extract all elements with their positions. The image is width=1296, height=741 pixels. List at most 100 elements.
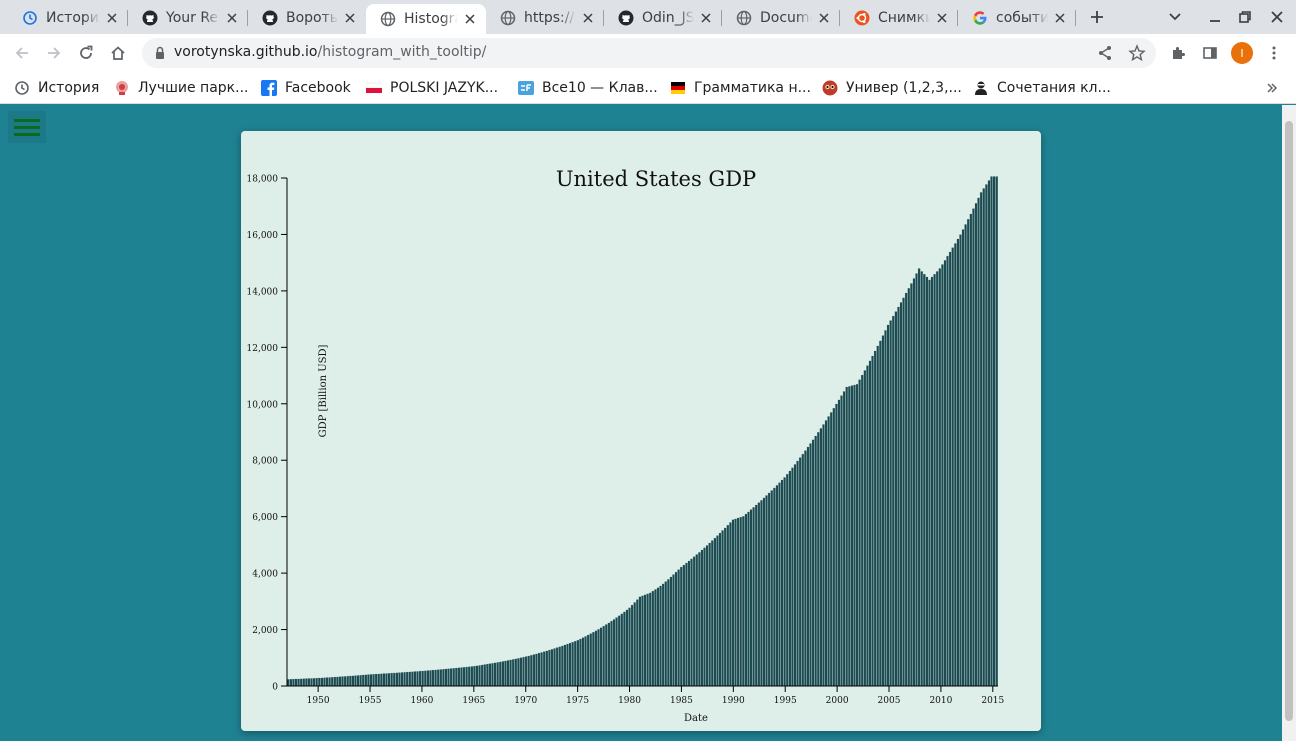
gdp-bar[interactable]: [516, 657, 520, 687]
gdp-bar[interactable]: [935, 270, 939, 687]
gdp-bar[interactable]: [772, 487, 776, 687]
gdp-bar[interactable]: [816, 431, 820, 687]
gdp-bar[interactable]: [493, 662, 497, 687]
gdp-bar[interactable]: [302, 678, 306, 687]
gdp-bar[interactable]: [310, 677, 314, 687]
gdp-bar[interactable]: [659, 585, 663, 687]
gdp-bar[interactable]: [669, 576, 673, 687]
page-scrollbar[interactable]: [1282, 105, 1296, 741]
gdp-bar[interactable]: [343, 675, 347, 687]
gdp-bar[interactable]: [827, 416, 831, 687]
gdp-bar[interactable]: [718, 532, 722, 687]
gdp-bar[interactable]: [465, 666, 469, 687]
gdp-bar[interactable]: [524, 656, 528, 687]
gdp-bar[interactable]: [684, 562, 688, 687]
gdp-bar[interactable]: [824, 420, 828, 687]
gdp-bar[interactable]: [341, 676, 345, 687]
gdp-bar[interactable]: [881, 335, 885, 687]
gdp-bar[interactable]: [315, 677, 319, 687]
close-icon[interactable]: [698, 10, 714, 26]
gdp-bar[interactable]: [462, 666, 466, 687]
gdp-bar[interactable]: [840, 395, 844, 687]
gdp-bar[interactable]: [519, 657, 523, 687]
gdp-bar[interactable]: [850, 385, 854, 687]
gdp-bar[interactable]: [359, 674, 363, 687]
gdp-bar[interactable]: [992, 176, 996, 687]
side-panel-button[interactable]: [1196, 39, 1224, 67]
gdp-bar[interactable]: [323, 677, 326, 687]
gdp-bar[interactable]: [408, 671, 412, 687]
gdp-bar[interactable]: [788, 470, 792, 687]
gdp-bar[interactable]: [483, 664, 487, 687]
gdp-bar[interactable]: [672, 574, 675, 687]
gdp-bar[interactable]: [560, 645, 564, 687]
gdp-bar[interactable]: [641, 595, 644, 687]
gdp-bar[interactable]: [348, 675, 352, 687]
close-icon[interactable]: [580, 10, 596, 26]
gdp-bar[interactable]: [716, 535, 719, 687]
gdp-bar[interactable]: [917, 268, 921, 687]
gdp-bar[interactable]: [361, 674, 365, 687]
gdp-bar[interactable]: [633, 602, 637, 687]
gdp-bar[interactable]: [801, 453, 805, 687]
gdp-bar[interactable]: [620, 613, 624, 687]
gdp-bar[interactable]: [607, 622, 611, 687]
gdp-bar[interactable]: [426, 670, 430, 687]
gdp-bar[interactable]: [770, 490, 774, 687]
gdp-bar[interactable]: [775, 484, 779, 687]
gdp-bar[interactable]: [692, 556, 696, 687]
gdp-bar[interactable]: [413, 671, 417, 687]
gdp-bar[interactable]: [576, 639, 580, 687]
gdp-bar[interactable]: [734, 518, 738, 687]
gdp-bar[interactable]: [974, 202, 978, 687]
gdp-bar[interactable]: [915, 273, 919, 687]
gdp-bar[interactable]: [511, 658, 515, 687]
gdp-bar[interactable]: [842, 390, 846, 687]
gdp-bar[interactable]: [912, 278, 916, 687]
gdp-bar[interactable]: [638, 596, 642, 687]
gdp-bar[interactable]: [651, 590, 655, 687]
gdp-bar[interactable]: [853, 384, 856, 687]
gdp-bar[interactable]: [984, 184, 988, 687]
gdp-bar[interactable]: [798, 457, 802, 687]
bookmark-vse10[interactable]: Все10 — Клав...: [518, 77, 658, 99]
gdp-bar[interactable]: [586, 634, 590, 687]
gdp-bar[interactable]: [661, 583, 665, 687]
gdp-bar[interactable]: [366, 674, 370, 687]
gdp-bar[interactable]: [597, 628, 601, 687]
gdp-bar[interactable]: [648, 592, 652, 687]
gdp-bar[interactable]: [444, 668, 448, 687]
url-text[interactable]: vorotynska.github.io/histogram_with_tool…: [174, 44, 486, 60]
gdp-bar[interactable]: [488, 663, 492, 687]
gdp-bar[interactable]: [762, 497, 766, 687]
gdp-bar[interactable]: [584, 635, 588, 687]
gdp-bar[interactable]: [501, 660, 505, 687]
gdp-bar[interactable]: [793, 464, 797, 687]
gdp-bar[interactable]: [304, 678, 308, 687]
gdp-bar[interactable]: [736, 517, 740, 687]
gdp-bar[interactable]: [837, 399, 841, 687]
gdp-bar[interactable]: [956, 238, 960, 687]
gdp-bar[interactable]: [630, 604, 634, 687]
gdp-bar[interactable]: [333, 676, 337, 687]
gdp-bar[interactable]: [429, 669, 432, 687]
new-tab-button[interactable]: [1084, 4, 1110, 30]
tab-your-repositories[interactable]: Your Repositories: [128, 4, 248, 32]
gdp-bar[interactable]: [832, 407, 836, 687]
gdp-bar[interactable]: [757, 502, 761, 687]
gdp-bar[interactable]: [845, 386, 849, 687]
gdp-bar[interactable]: [943, 259, 947, 687]
gdp-bar[interactable]: [354, 675, 357, 687]
gdp-bar[interactable]: [979, 191, 983, 687]
close-icon[interactable]: [462, 11, 478, 27]
home-button[interactable]: [104, 39, 132, 67]
gdp-bar[interactable]: [785, 473, 789, 687]
gdp-bar[interactable]: [886, 324, 890, 687]
gdp-bar[interactable]: [961, 229, 965, 687]
gdp-bar[interactable]: [418, 670, 422, 687]
gdp-bar[interactable]: [765, 495, 769, 687]
gdp-bar[interactable]: [814, 435, 818, 687]
gdp-bar[interactable]: [695, 554, 699, 687]
gdp-bar[interactable]: [790, 467, 794, 687]
back-button[interactable]: [8, 39, 36, 67]
